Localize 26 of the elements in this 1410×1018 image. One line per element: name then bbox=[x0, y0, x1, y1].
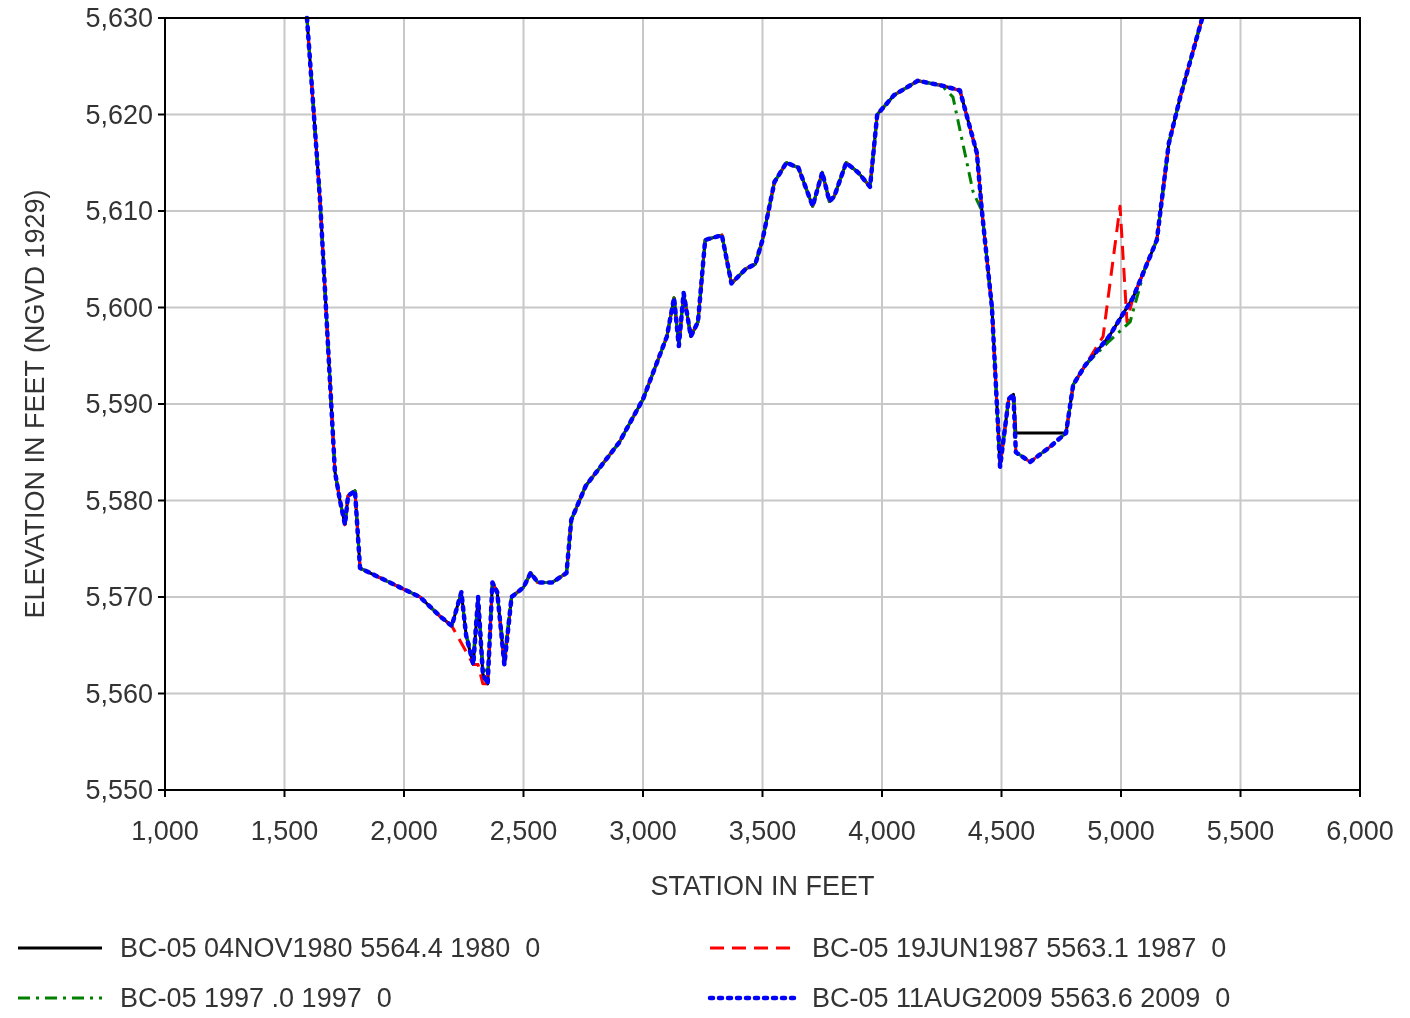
x-tick-label: 6,000 bbox=[1326, 816, 1394, 846]
y-tick-label: 5,560 bbox=[85, 678, 153, 709]
x-tick-label: 1,000 bbox=[131, 816, 199, 846]
y-tick-label: 5,590 bbox=[85, 389, 153, 420]
legend-label: BC-05 1997 .0 1997 0 bbox=[120, 983, 392, 1014]
x-tick-label: 5,000 bbox=[1087, 816, 1155, 846]
x-tick-label: 2,500 bbox=[489, 816, 558, 846]
y-tick-label: 5,610 bbox=[85, 196, 153, 227]
legend-label: BC-05 04NOV1980 5564.4 1980 0 bbox=[120, 933, 541, 964]
y-tick-label: 5,620 bbox=[85, 99, 153, 130]
x-tick-label: 4,500 bbox=[967, 816, 1036, 846]
y-tick-label: 5,550 bbox=[85, 775, 153, 806]
y-tick-label: 5,570 bbox=[85, 582, 153, 613]
x-tick-label: 4,000 bbox=[848, 816, 916, 846]
y-tick-label: 5,600 bbox=[85, 292, 153, 323]
x-tick-label: 2,000 bbox=[370, 816, 438, 846]
legend-label: BC-05 11AUG2009 5563.6 2009 0 bbox=[812, 983, 1231, 1014]
y-axis-title: ELEVATION IN FEET (NGVD 1929) bbox=[20, 189, 50, 619]
x-tick-label: 3,500 bbox=[728, 816, 797, 846]
y-tick-label: 5,580 bbox=[85, 485, 153, 516]
x-tick-label: 1,500 bbox=[250, 816, 319, 846]
legend-label: BC-05 19JUN1987 5563.1 1987 0 bbox=[812, 933, 1227, 964]
x-tick-label: 5,500 bbox=[1206, 816, 1275, 846]
y-tick-label: 5,630 bbox=[85, 3, 153, 34]
x-tick-label: 3,000 bbox=[609, 816, 677, 846]
x-axis-title: STATION IN FEET bbox=[650, 871, 875, 901]
